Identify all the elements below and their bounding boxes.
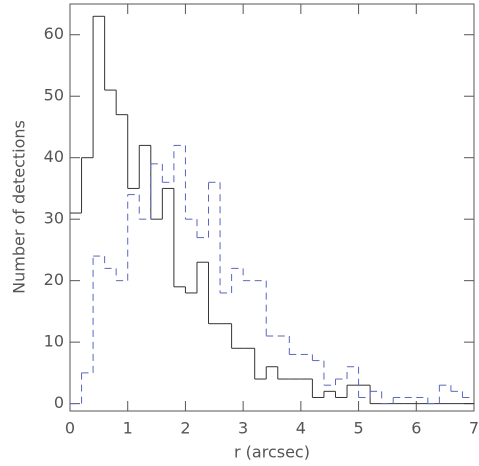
y-tick-label: 60 [44, 24, 64, 43]
x-tick-label: 2 [180, 419, 190, 438]
plot-frame [69, 3, 475, 412]
x-tick-label: 5 [353, 419, 363, 438]
x-tick-label: 1 [123, 419, 133, 438]
x-tick-label: 0 [65, 419, 75, 438]
x-tick-label: 7 [469, 419, 479, 438]
x-tick-label: 6 [411, 419, 421, 438]
y-axis-label: Number of detections [10, 120, 29, 294]
y-tick-label: 50 [44, 86, 64, 105]
y-tick-label: 20 [44, 270, 64, 289]
y-tick-label: 10 [44, 332, 64, 351]
x-axis-label: r (arcsec) [234, 443, 310, 462]
x-tick-label: 4 [296, 419, 306, 438]
x-tick-label: 3 [238, 419, 248, 438]
y-tick-label: 40 [44, 147, 64, 166]
y-tick-label: 30 [44, 209, 64, 228]
y-tick-label: 0 [54, 393, 64, 412]
